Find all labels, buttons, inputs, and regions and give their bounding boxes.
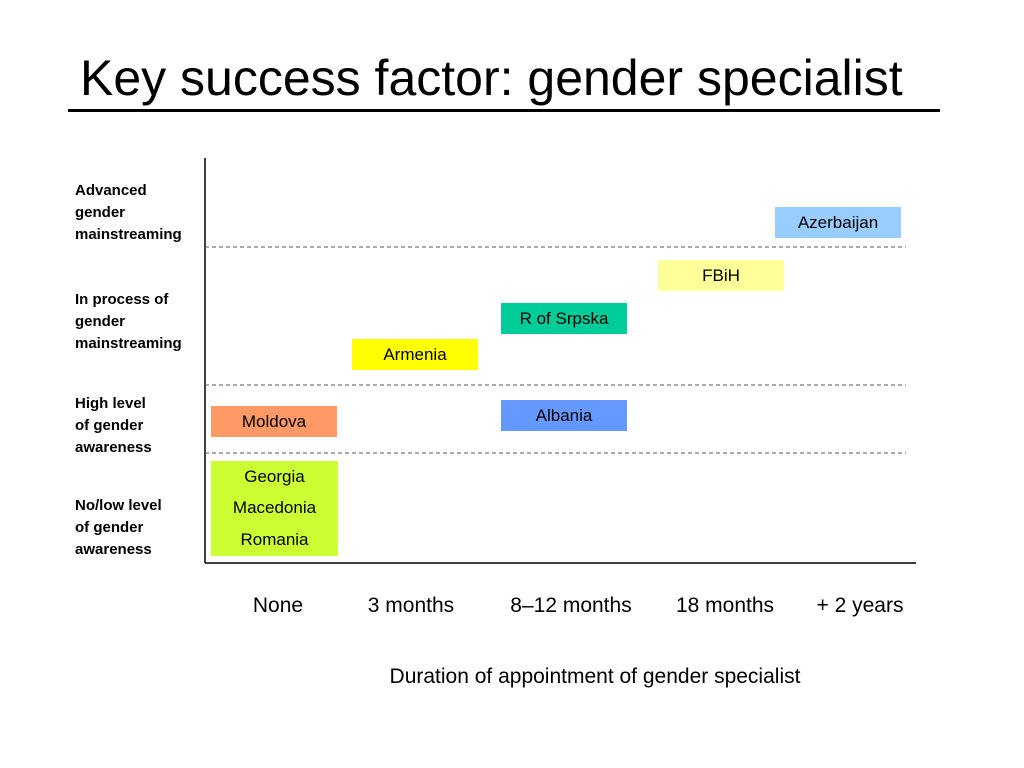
country-group-none-low: Georgia Macedonia Romania bbox=[211, 461, 338, 556]
level-label-in-process: In process of gender mainstreaming bbox=[75, 291, 182, 352]
country-box-azerbaijan: Azerbaijan bbox=[775, 207, 901, 238]
country-box-albania: Albania bbox=[501, 400, 627, 431]
x-tick-18-months: 18 months bbox=[675, 594, 775, 617]
level-label-low: No/low level of gender awareness bbox=[75, 497, 162, 558]
country-box-r-of-srpska: R of Srpska bbox=[501, 303, 627, 334]
level-label-high: High level of gender awareness bbox=[75, 395, 152, 456]
country-label-macedonia: Macedonia bbox=[232, 498, 317, 518]
level-label-advanced: Advanced gender mainstreaming bbox=[75, 182, 182, 243]
title-underline bbox=[68, 109, 940, 112]
country-box-armenia: Armenia bbox=[352, 339, 478, 370]
country-box-moldova: Moldova bbox=[211, 406, 337, 437]
x-tick-none: None bbox=[252, 594, 304, 617]
x-tick-3-months: 3 months bbox=[367, 594, 455, 617]
x-tick-2-years: + 2 years bbox=[816, 594, 904, 617]
x-tick-8-12-months: 8–12 months bbox=[510, 594, 632, 617]
country-box-fbih: FBiH bbox=[658, 260, 784, 291]
country-label-romania: Romania bbox=[240, 530, 309, 550]
country-label-georgia: Georgia bbox=[244, 466, 305, 486]
x-axis-title: Duration of appointment of gender specia… bbox=[389, 665, 801, 688]
slide-title: Key success factor: gender specialist bbox=[80, 50, 903, 106]
